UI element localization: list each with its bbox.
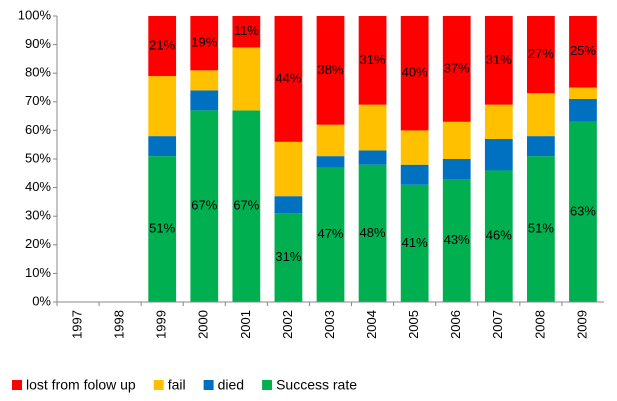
y-tick-label: 60% <box>25 122 51 137</box>
data-label: 48% <box>360 225 386 240</box>
bar-segment <box>484 16 513 105</box>
bar-segment <box>148 156 177 302</box>
bar-segment <box>232 110 261 302</box>
data-label: 67% <box>191 198 217 213</box>
bar-segment <box>190 90 219 111</box>
bar-segment <box>442 121 471 159</box>
bar-segment <box>484 104 513 139</box>
legend-label: Success rate <box>276 377 357 393</box>
legend-swatch <box>262 380 273 390</box>
bar-segment <box>190 70 219 91</box>
data-label: 31% <box>360 52 386 67</box>
data-label: 37% <box>444 60 470 75</box>
bar-segment <box>400 164 429 185</box>
bar-segment <box>274 196 303 214</box>
bar-segment <box>484 138 513 171</box>
bar-segment <box>400 16 429 131</box>
bar-segment <box>442 179 471 302</box>
x-tick-label: 2007 <box>490 310 505 339</box>
data-label: 40% <box>402 65 428 80</box>
x-tick-label: 2009 <box>574 310 589 339</box>
x-tick-label: 2000 <box>196 310 211 339</box>
bar-segment <box>442 159 471 180</box>
bar-segment <box>569 121 597 302</box>
bar-segment <box>316 156 345 168</box>
legend-label: lost from folow up <box>26 377 136 393</box>
legend-swatch <box>203 380 214 390</box>
data-label: 43% <box>444 232 470 247</box>
bar-segment <box>484 170 513 302</box>
y-tick-label: 70% <box>25 93 51 108</box>
bar-segment <box>274 16 303 142</box>
bar-segment <box>190 110 219 302</box>
bar-segment <box>148 16 177 77</box>
legend-swatch <box>12 380 22 390</box>
bar-segment <box>358 164 387 302</box>
data-label: 21% <box>149 37 175 52</box>
x-tick-label: 2002 <box>280 310 295 339</box>
bar-segment <box>274 141 303 197</box>
bar-segment <box>400 130 429 165</box>
data-label: 46% <box>486 228 512 243</box>
y-tick-label: 90% <box>25 36 51 51</box>
data-label: 41% <box>402 235 428 250</box>
legend-label: died <box>218 377 244 393</box>
bar-segment <box>358 150 387 165</box>
data-label: 47% <box>317 226 343 241</box>
bar-segment <box>232 16 261 48</box>
x-tick-label: 2005 <box>406 310 421 339</box>
bar-segment <box>442 16 471 122</box>
bar-segment <box>148 76 177 137</box>
x-tick-label: 1998 <box>112 310 127 339</box>
bar-segment <box>526 156 555 302</box>
data-label: 51% <box>149 221 175 236</box>
bar-segment <box>569 98 597 122</box>
bar-segment <box>526 16 555 94</box>
data-label: 19% <box>191 35 217 50</box>
data-label: 51% <box>528 221 554 236</box>
data-label: 25% <box>570 43 596 58</box>
y-tick-label: 20% <box>25 236 51 251</box>
x-tick-label: 2008 <box>532 310 547 339</box>
data-label: 31% <box>486 52 512 67</box>
bar-segment <box>569 87 597 99</box>
y-tick-label: 30% <box>25 208 51 223</box>
y-tick-label: 100% <box>18 7 52 22</box>
bar-segment <box>316 124 345 157</box>
x-tick-label: 1997 <box>69 310 84 339</box>
bar-segment <box>526 136 555 157</box>
x-tick-label: 2003 <box>322 310 337 339</box>
bar-segment <box>316 167 345 302</box>
bar-segment <box>358 104 387 151</box>
y-tick-label: 40% <box>25 179 51 194</box>
bar-segment <box>232 47 261 111</box>
data-label: 63% <box>570 203 596 218</box>
y-tick-label: 80% <box>25 65 51 80</box>
bar-segment <box>358 16 387 105</box>
bar-segment <box>148 136 177 157</box>
y-tick-label: 0% <box>32 293 51 308</box>
y-tick-label: 50% <box>25 150 51 165</box>
bar-segment <box>569 16 597 88</box>
data-label: 27% <box>528 46 554 61</box>
legend-swatch <box>153 380 164 390</box>
bar-segment <box>274 213 303 302</box>
data-label: 67% <box>233 198 259 213</box>
bar-segment <box>190 16 219 71</box>
data-label: 44% <box>275 70 301 85</box>
x-tick-label: 1999 <box>154 310 169 339</box>
data-label: 31% <box>275 249 301 264</box>
data-label: 11% <box>234 23 259 38</box>
bar-segment <box>316 16 345 125</box>
x-tick-label: 2006 <box>448 310 463 339</box>
x-tick-label: 2001 <box>238 310 253 339</box>
legend-label: fail <box>168 377 186 393</box>
bar-segment <box>526 93 555 137</box>
y-tick-label: 10% <box>25 265 51 280</box>
data-label: 38% <box>317 62 343 77</box>
x-tick-label: 2004 <box>364 310 379 339</box>
bar-segment <box>400 184 429 302</box>
